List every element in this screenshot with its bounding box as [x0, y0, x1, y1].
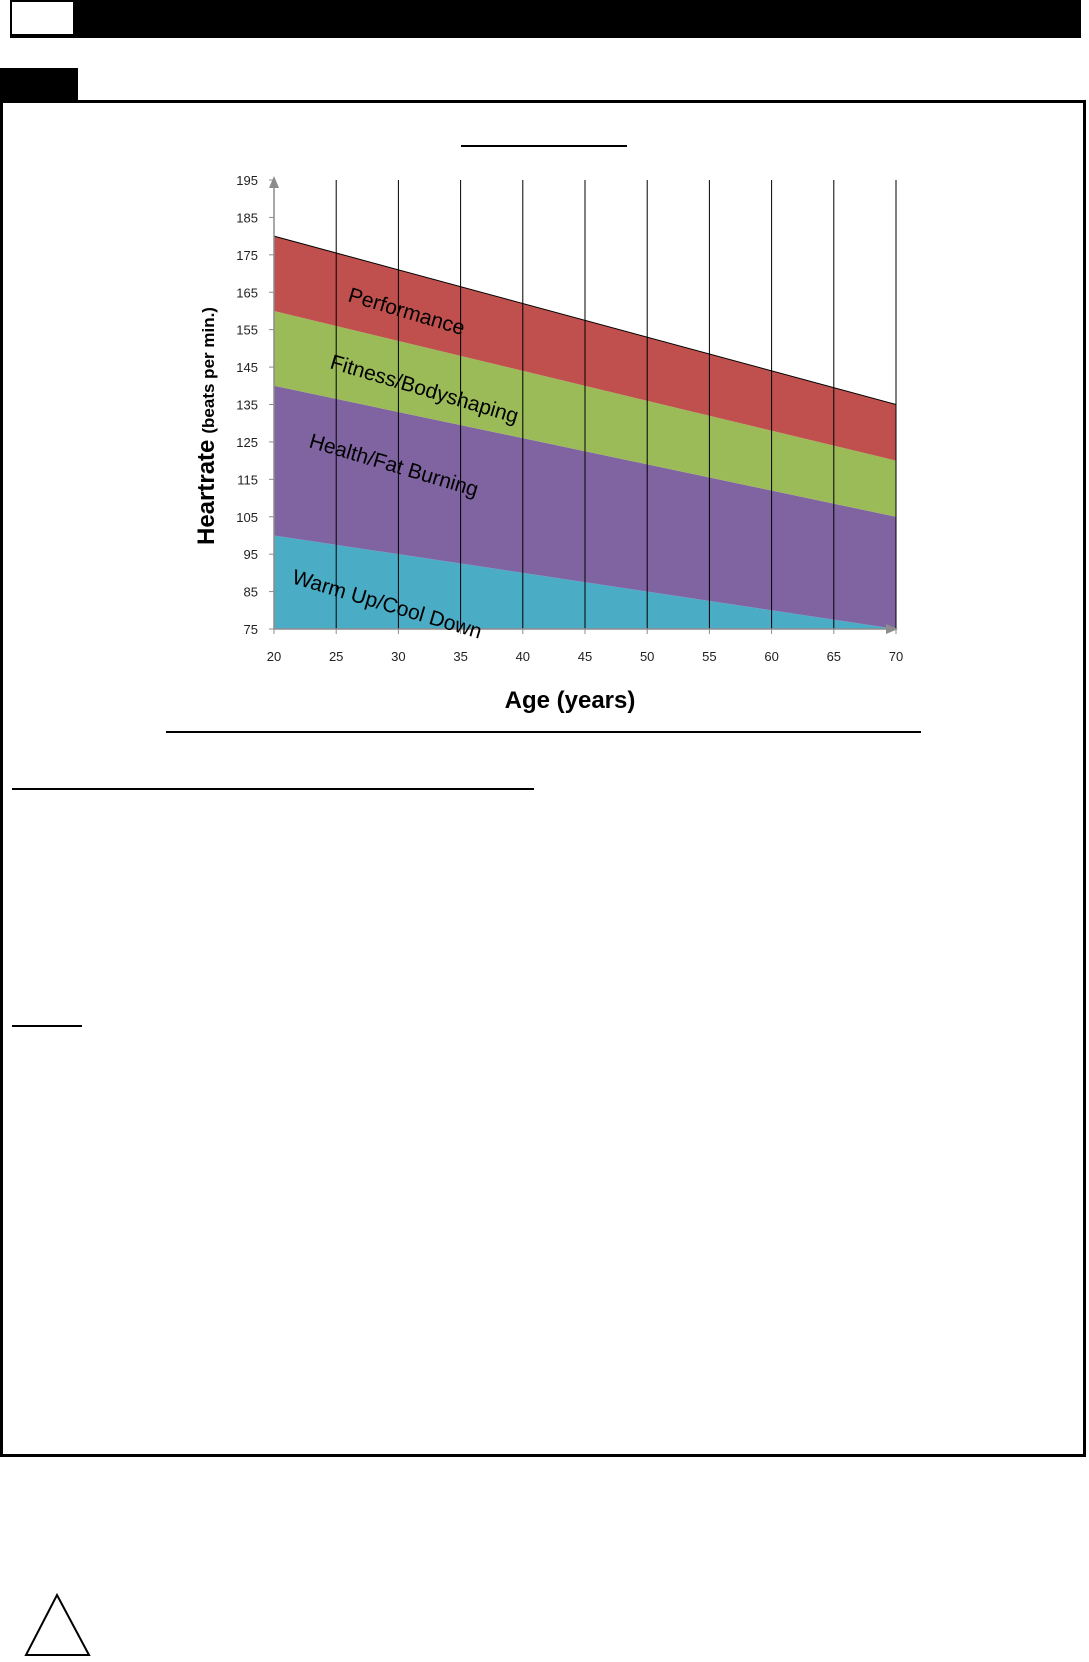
x-tick-label: 70 [889, 649, 903, 664]
y-tick-label: 85 [244, 585, 258, 600]
chart-underline [166, 731, 921, 733]
y-tick-label: 75 [244, 622, 258, 637]
y-tick-label: 175 [236, 248, 258, 263]
chart-title-rule [461, 145, 627, 147]
y-axis-arrow [269, 176, 279, 188]
section-heading-rule [12, 788, 534, 790]
y-tick-label: 95 [244, 547, 258, 562]
x-axis-arrow [886, 624, 898, 634]
y-tick-label: 125 [236, 435, 258, 450]
warning-triangle-icon [24, 1592, 91, 1656]
header-tab [12, 2, 73, 34]
subheading-rule [12, 1025, 82, 1027]
chart-gridlines [335, 180, 897, 629]
y-tick-label: 185 [236, 210, 258, 225]
y-tick-label: 115 [237, 472, 258, 487]
header-bar [10, 0, 1081, 38]
content-frame [0, 100, 1086, 1457]
x-tick-label: 50 [640, 649, 654, 664]
x-tick-label: 30 [391, 649, 405, 664]
x-tick-label: 65 [827, 649, 841, 664]
x-tick-label: 60 [764, 649, 778, 664]
band-warm-up-cool-down [274, 535, 896, 629]
x-tick-label: 55 [702, 649, 716, 664]
y-axis-title-main: Heartrate [193, 440, 220, 545]
x-tick-label: 35 [453, 649, 467, 664]
x-tick-label: 20 [267, 649, 281, 664]
chart-tick-labels: 75 85 95 105 115 125 135 145 155 165 175 185 195 20 25… [236, 173, 903, 664]
heart-rate-chart: 75 85 95 105 115 125 135 145 155 165 175 185 195 20 25… [193, 173, 903, 714]
y-axis-title: Heartrate (beats per min.) [193, 307, 220, 545]
x-tick-label: 45 [578, 649, 592, 664]
y-tick-label: 155 [236, 323, 258, 338]
y-tick-label: 135 [236, 398, 258, 413]
x-tick-label: 40 [516, 649, 530, 664]
y-tick-label: 165 [236, 285, 258, 300]
y-tick-label: 105 [236, 510, 258, 525]
section-tab [0, 68, 78, 102]
x-tick-label: 25 [329, 649, 343, 664]
y-tick-label: 195 [236, 173, 258, 188]
y-tick-label: 145 [236, 360, 258, 375]
y-axis-title-units: (beats per min.) [199, 307, 218, 434]
x-axis-title: Age (years) [505, 687, 636, 714]
